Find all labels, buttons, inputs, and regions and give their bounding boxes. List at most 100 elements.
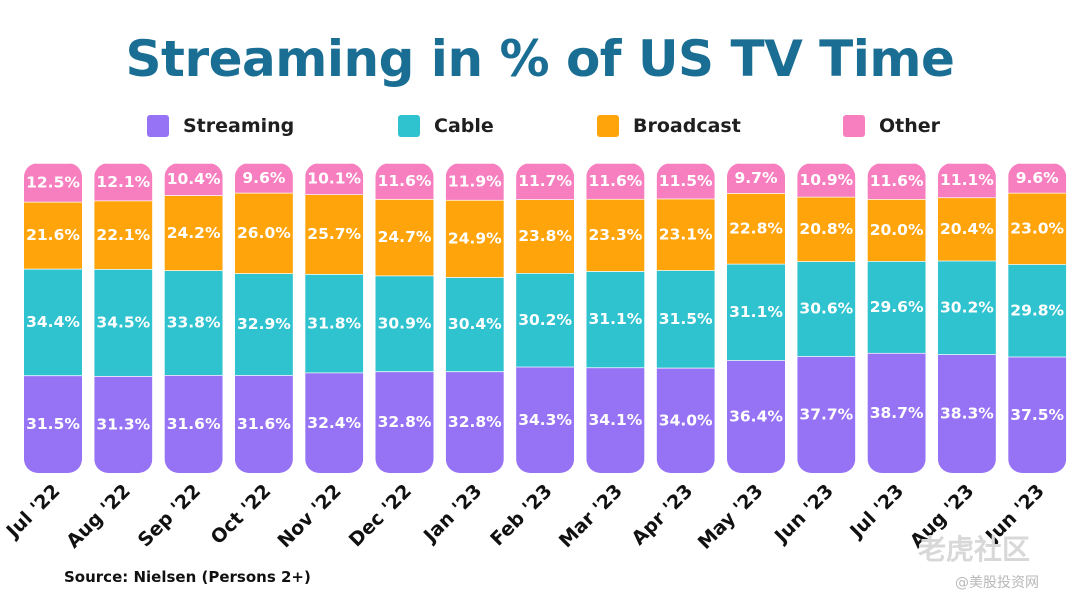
value-label-streaming-sep-22: 31.6%: [167, 415, 221, 433]
segment-broadcast-apr-23: [656, 198, 715, 271]
bar-jul-22: 31.5% 34.4% 21.6% 12.5% Jul '22: [1, 163, 82, 544]
value-label-other-sep-22: 10.4%: [167, 170, 221, 188]
segment-broadcast-sep-22: [164, 195, 223, 271]
value-label-other-jan-23: 11.9%: [448, 172, 502, 190]
watermark-site: @美股投资网: [955, 575, 1039, 591]
segment-broadcast-jan-23: [445, 199, 504, 278]
segment-other-mar-23: [586, 163, 645, 199]
legend-item-cable: Cable: [398, 111, 494, 141]
x-tick-label-may-23: May '23: [694, 480, 768, 554]
segment-cable-jul-22: [24, 268, 82, 376]
segment-other-oct-22: [234, 163, 293, 193]
legend-swatch-cable: [398, 115, 420, 137]
value-label-broadcast-jun-23: 23.0%: [1010, 219, 1064, 237]
segment-other-jul-22: [24, 163, 82, 202]
segment-other-jul-23: [867, 163, 926, 199]
value-label-streaming-jul-23: 38.7%: [870, 404, 924, 422]
x-tick-label-nov-22: Nov '22: [273, 480, 345, 552]
value-label-broadcast-jan-23: 24.9%: [448, 229, 502, 247]
value-label-cable-jan-23: 30.4%: [448, 315, 502, 333]
value-label-broadcast-apr-23: 23.1%: [659, 225, 713, 243]
value-label-broadcast-jun-23: 20.8%: [799, 220, 853, 238]
value-label-cable-sep-22: 33.8%: [167, 314, 221, 332]
value-label-cable-nov-22: 31.8%: [307, 314, 361, 332]
value-label-other-feb-23: 11.7%: [518, 172, 572, 190]
value-label-broadcast-oct-22: 26.0%: [237, 224, 291, 242]
value-label-other-jul-22: 12.5%: [26, 173, 80, 191]
bar-feb-23: 34.3% 30.2% 23.8% 11.7% Feb '23: [486, 163, 575, 550]
bar-nov-22: 32.4% 31.8% 25.7% 10.1% Nov '22: [273, 163, 364, 552]
value-label-other-jun-23: 9.6%: [1016, 169, 1059, 187]
x-tick-label-oct-22: Oct '22: [207, 480, 276, 549]
x-tick-label-aug-22: Aug '22: [62, 480, 135, 553]
segment-cable-may-23: [727, 263, 785, 361]
segment-streaming-oct-22: [234, 375, 293, 473]
segment-other-aug-22: [94, 163, 153, 201]
segment-broadcast-jul-22: [24, 201, 82, 269]
segment-cable-mar-23: [586, 271, 645, 368]
segment-streaming-apr-23: [656, 367, 715, 473]
value-label-streaming-oct-22: 31.6%: [237, 415, 291, 433]
value-label-cable-feb-23: 30.2%: [518, 311, 572, 329]
value-label-cable-dec-22: 30.9%: [378, 314, 432, 332]
segment-broadcast-oct-22: [234, 192, 293, 274]
value-label-broadcast-jul-22: 21.6%: [26, 226, 80, 244]
value-label-streaming-jun-23: 37.5%: [1010, 406, 1064, 424]
legend-swatch-other: [843, 115, 865, 137]
chart-title: Streaming in % of US TV Time: [125, 30, 955, 88]
value-label-broadcast-feb-23: 23.8%: [518, 227, 572, 245]
value-label-broadcast-aug-23: 20.4%: [940, 220, 994, 238]
value-label-cable-mar-23: 31.1%: [589, 310, 643, 328]
segment-streaming-mar-23: [586, 367, 645, 473]
value-label-broadcast-mar-23: 23.3%: [589, 226, 643, 244]
segment-other-jun-23: [797, 163, 856, 197]
x-tick-label-jul-22: Jul '22: [1, 480, 65, 544]
segment-cable-jun-23: [797, 261, 856, 357]
value-label-streaming-aug-23: 38.3%: [940, 405, 994, 423]
legend: Streaming Cable Broadcast Other: [0, 111, 1080, 141]
x-tick-label-jul-23: Jul '23: [845, 480, 909, 544]
segment-other-nov-22: [305, 163, 364, 195]
bar-aug-23: 38.3%30.2%20.4%11.1%Aug '23: [906, 163, 996, 553]
segment-broadcast-may-23: [727, 193, 785, 264]
segment-streaming-sep-22: [164, 375, 223, 473]
segment-broadcast-aug-22: [94, 200, 153, 270]
value-label-cable-jun-23: 29.8%: [1010, 301, 1064, 319]
watermark-logo: 老虎社区: [918, 533, 1031, 566]
segment-streaming-jan-23: [445, 371, 504, 473]
legend-swatch-streaming: [147, 115, 169, 137]
source-note: Source: Nielsen (Persons 2+): [64, 568, 311, 586]
segment-other-aug-23: [937, 163, 996, 198]
bar-jul-23: 38.7% 29.6% 20.0% 11.6% Jul '23: [845, 163, 926, 544]
bar-aug-22: 31.3% 34.5% 22.1% 12.1% Aug '22: [62, 163, 153, 553]
legend-item-other: Other: [843, 111, 940, 141]
value-label-cable-aug-23: 30.2%: [940, 298, 994, 316]
segment-streaming-jul-23: [867, 352, 926, 473]
x-tick-label-jan-23: Jan '23: [418, 480, 486, 548]
segment-broadcast-feb-23: [516, 199, 575, 274]
segment-cable-aug-22: [94, 269, 153, 376]
value-label-streaming-may-23: 36.4%: [729, 408, 783, 426]
value-label-streaming-aug-22: 31.3%: [96, 415, 150, 433]
value-label-other-nov-22: 10.1%: [307, 170, 361, 188]
value-label-streaming-jun-23: 37.7%: [799, 406, 853, 424]
legend-label-streaming: Streaming: [183, 115, 295, 137]
value-label-cable-jun-23: 30.6%: [799, 300, 853, 318]
segment-broadcast-dec-22: [375, 198, 434, 276]
segment-broadcast-jun-23: [1008, 192, 1067, 265]
segment-other-jan-23: [445, 163, 504, 200]
segment-other-feb-23: [516, 163, 575, 200]
segment-cable-jul-23: [867, 261, 926, 353]
segment-broadcast-jun-23: [797, 196, 856, 262]
segment-cable-dec-22: [375, 275, 434, 372]
legend-item-streaming: Streaming: [147, 111, 294, 141]
value-label-streaming-mar-23: 34.1%: [589, 411, 643, 429]
value-label-cable-jul-23: 29.6%: [870, 298, 924, 316]
x-tick-label-feb-23: Feb '23: [486, 480, 556, 550]
segment-other-may-23: [727, 163, 785, 194]
value-label-cable-apr-23: 31.5%: [659, 310, 713, 328]
value-label-streaming-jan-23: 32.8%: [448, 413, 502, 431]
segment-other-apr-23: [656, 163, 715, 199]
value-label-other-apr-23: 11.5%: [659, 172, 713, 190]
